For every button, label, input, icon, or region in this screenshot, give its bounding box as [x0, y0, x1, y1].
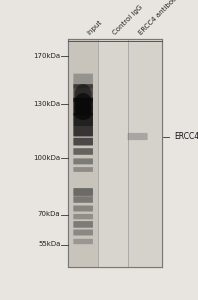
FancyBboxPatch shape	[73, 206, 93, 212]
Ellipse shape	[75, 100, 92, 116]
Text: 130kDa: 130kDa	[33, 100, 60, 106]
FancyBboxPatch shape	[73, 138, 93, 146]
FancyBboxPatch shape	[73, 196, 93, 203]
FancyBboxPatch shape	[73, 188, 93, 196]
FancyBboxPatch shape	[73, 98, 93, 115]
FancyBboxPatch shape	[73, 239, 93, 244]
FancyBboxPatch shape	[73, 84, 93, 102]
Bar	[128, 39, 162, 267]
FancyBboxPatch shape	[73, 126, 93, 136]
Text: 55kDa: 55kDa	[38, 242, 60, 248]
Bar	[68, 39, 98, 267]
Text: Control IgG: Control IgG	[112, 4, 144, 36]
FancyBboxPatch shape	[128, 133, 148, 140]
Text: ERCC4 antibody: ERCC4 antibody	[138, 0, 181, 36]
FancyBboxPatch shape	[73, 214, 93, 219]
Text: 170kDa: 170kDa	[33, 52, 60, 59]
Text: ERCC4: ERCC4	[174, 132, 198, 141]
Text: 100kDa: 100kDa	[33, 154, 60, 160]
Bar	[68, 39, 162, 267]
FancyBboxPatch shape	[73, 167, 93, 172]
FancyBboxPatch shape	[73, 113, 93, 127]
Text: Input: Input	[86, 19, 103, 36]
Text: 70kDa: 70kDa	[38, 212, 60, 218]
FancyBboxPatch shape	[73, 158, 93, 164]
FancyBboxPatch shape	[73, 148, 93, 155]
Ellipse shape	[75, 108, 92, 120]
FancyBboxPatch shape	[73, 221, 93, 228]
Ellipse shape	[75, 84, 92, 105]
Bar	[98, 39, 128, 267]
FancyBboxPatch shape	[73, 74, 93, 88]
Ellipse shape	[75, 93, 92, 111]
FancyBboxPatch shape	[73, 230, 93, 236]
